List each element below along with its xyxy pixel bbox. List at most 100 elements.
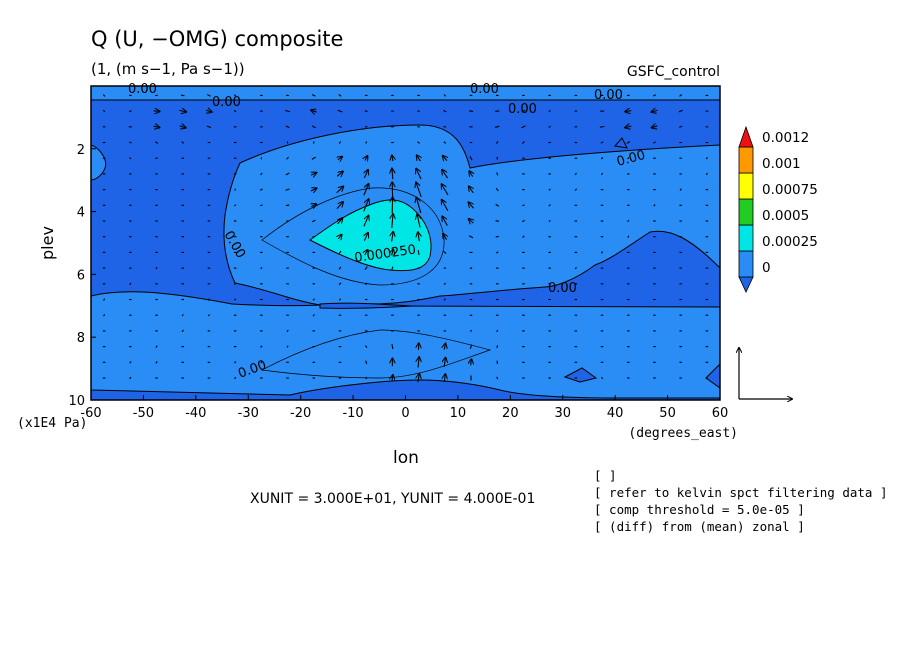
- wind-vector: [600, 172, 604, 176]
- wind-vector: [600, 156, 604, 160]
- wind-vector: [418, 232, 419, 242]
- wind-vector: [469, 329, 473, 333]
- wind-vector: [260, 204, 263, 207]
- wind-vector: [679, 188, 682, 191]
- wind-vector: [129, 141, 132, 144]
- wind-vector: [207, 314, 211, 317]
- wind-vector: [128, 110, 132, 113]
- wind-vector: [286, 156, 290, 160]
- wind-vector: [496, 172, 499, 176]
- wind-vector: [469, 344, 473, 349]
- wind-vector: [599, 125, 605, 128]
- colorbar-label: 0.00075: [762, 182, 818, 198]
- colorbar-swatch: [738, 125, 754, 148]
- wind-vector: [444, 374, 445, 382]
- colorbar-label: 0.0005: [762, 208, 809, 224]
- wind-vector: [260, 361, 263, 364]
- wind-vector: [364, 110, 368, 113]
- wind-vector: [601, 376, 604, 380]
- plot-area: [91, 86, 720, 400]
- wind-vector: [336, 186, 344, 194]
- colorbar-swatch: [738, 224, 754, 252]
- colorbar-swatch: [738, 146, 754, 174]
- wind-vector: [311, 219, 316, 223]
- contour-label: 0.00: [470, 82, 499, 97]
- wind-vector: [234, 204, 237, 207]
- wind-vector: [443, 141, 447, 144]
- wind-vector: [627, 157, 630, 160]
- wind-vector: [496, 345, 499, 349]
- wind-vector: [496, 141, 499, 144]
- x-axis-label: lon: [393, 448, 419, 468]
- wind-vector: [392, 249, 394, 256]
- x-tick-label: 0: [401, 406, 409, 421]
- contour-label: 0.00: [212, 95, 241, 110]
- reference-vector: [739, 348, 792, 399]
- wind-vector: [494, 125, 500, 128]
- wind-vector: [179, 126, 186, 128]
- wind-vector: [468, 235, 474, 239]
- x-tick-label: 30: [554, 406, 571, 421]
- wind-vector: [102, 109, 106, 113]
- y-tick-label: 2: [77, 143, 85, 158]
- wind-vector: [233, 110, 237, 113]
- wind-vector: [337, 109, 343, 113]
- wind-vector: [365, 345, 368, 349]
- wind-vector: [469, 186, 473, 194]
- x-tick-label: 10: [450, 406, 467, 421]
- colorbar-swatch: [738, 172, 754, 200]
- wind-vector: [469, 171, 472, 176]
- wind-vector: [418, 374, 419, 383]
- wind-vector: [705, 376, 709, 380]
- wind-vector: [312, 141, 315, 144]
- x-tick-label: 20: [502, 406, 519, 421]
- wind-vector: [443, 298, 446, 301]
- wind-vector: [600, 141, 604, 144]
- contour-pocket: [705, 363, 720, 389]
- wind-vector: [443, 250, 447, 255]
- wind-vector: [364, 266, 368, 271]
- wind-vector: [179, 110, 186, 112]
- wind-vector: [260, 345, 263, 348]
- wind-vector: [338, 282, 342, 286]
- wind-vector: [102, 94, 106, 97]
- wind-vector: [469, 267, 473, 270]
- run-label: GSFC_control: [627, 64, 720, 80]
- wind-vector: [260, 172, 263, 176]
- wind-vector: [392, 169, 393, 180]
- wind-vector: [155, 345, 158, 348]
- wind-vector: [705, 172, 708, 176]
- wind-vector: [391, 266, 394, 270]
- wind-vector: [416, 198, 422, 214]
- wind-vector: [574, 266, 577, 270]
- note-line: [ (diff) from (mean) zonal ]: [594, 519, 805, 534]
- wind-vector: [443, 156, 447, 161]
- wind-vector: [521, 219, 525, 223]
- wind-vector: [207, 298, 211, 301]
- wind-vector: [260, 266, 263, 270]
- chart-subtitle: (1, (m s−1, Pa s−1)): [91, 60, 245, 78]
- wind-vector: [495, 203, 500, 207]
- wind-vector: [234, 361, 237, 364]
- note-line: [ refer to kelvin spct filtering data ]: [594, 485, 888, 500]
- y-tick-label: 6: [77, 268, 85, 283]
- wind-vector: [522, 204, 525, 207]
- colorbar: 0 0.00025 0.0005 0.00075 0.001 0.0012: [738, 125, 818, 293]
- y-axis-units: (x1E4 Pa): [17, 416, 87, 431]
- wind-vector: [102, 314, 106, 317]
- wind-vector: [311, 125, 316, 129]
- wind-vector: [129, 157, 132, 160]
- wind-vector: [417, 215, 420, 228]
- wind-vector: [496, 376, 499, 380]
- wind-vector: [234, 282, 237, 286]
- contour-pocket: [319, 302, 413, 309]
- x-tick-label: -10: [342, 406, 363, 421]
- wind-vector: [417, 155, 421, 162]
- wind-vector: [365, 250, 368, 255]
- wind-vector: [444, 358, 445, 367]
- wind-vector: [651, 110, 658, 112]
- wind-vector: [363, 216, 368, 227]
- contour-label: 0.00: [128, 82, 157, 97]
- contour-fill-0: [91, 86, 720, 101]
